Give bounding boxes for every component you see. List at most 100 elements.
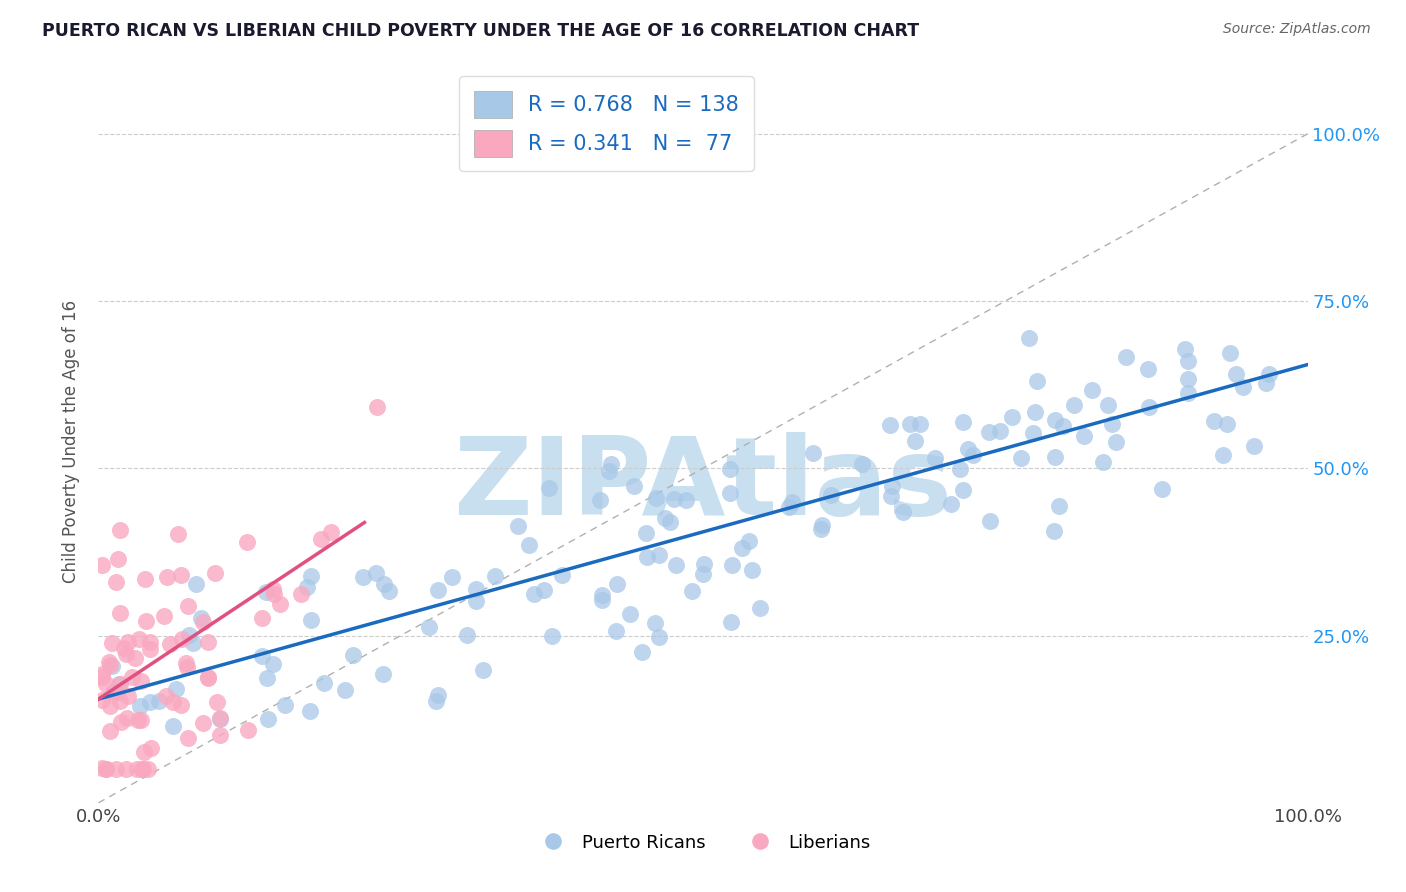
Point <box>107 552 129 566</box>
Point <box>648 548 671 562</box>
Point <box>373 577 395 591</box>
Point <box>91 558 114 573</box>
Point <box>139 695 162 709</box>
Point <box>176 660 198 674</box>
Point <box>533 582 555 597</box>
Point <box>1092 455 1115 469</box>
Point <box>94 762 117 776</box>
Point <box>190 611 212 625</box>
Point <box>1137 362 1160 376</box>
Point <box>1021 426 1043 441</box>
Point <box>191 715 214 730</box>
Point <box>262 657 284 671</box>
Point <box>606 577 628 591</box>
Point <box>112 641 135 656</box>
Point <box>630 645 652 659</box>
Point <box>165 681 187 696</box>
Point <box>979 514 1001 528</box>
Point <box>128 632 150 646</box>
Point <box>924 450 946 465</box>
Point <box>197 670 219 684</box>
Point <box>456 628 478 642</box>
Point <box>98 656 121 670</box>
Point <box>801 446 824 460</box>
Point <box>645 491 668 505</box>
Point <box>364 566 387 581</box>
Point <box>1043 524 1066 538</box>
Point <box>176 656 198 670</box>
Point <box>1101 417 1123 431</box>
Point <box>949 462 972 476</box>
Point <box>177 628 200 642</box>
Point <box>236 534 259 549</box>
Point <box>131 762 153 776</box>
Point <box>484 568 506 582</box>
Point <box>540 629 562 643</box>
Point <box>977 425 1000 439</box>
Point <box>162 695 184 709</box>
Point <box>366 400 388 414</box>
Point <box>208 712 231 726</box>
Point <box>121 670 143 684</box>
Point <box>136 762 159 776</box>
Point <box>425 694 447 708</box>
Point <box>108 523 131 537</box>
Point <box>551 567 574 582</box>
Point <box>623 479 645 493</box>
Point <box>1010 450 1032 465</box>
Point <box>720 615 742 629</box>
Point <box>988 424 1011 438</box>
Point <box>263 587 285 601</box>
Point <box>939 497 962 511</box>
Point <box>299 613 322 627</box>
Point <box>117 634 139 648</box>
Point <box>659 515 682 529</box>
Point <box>879 418 901 433</box>
Point <box>191 615 214 629</box>
Point <box>851 457 873 471</box>
Point <box>952 483 974 497</box>
Point <box>681 584 703 599</box>
Point <box>197 671 219 685</box>
Point <box>721 558 744 572</box>
Point <box>741 564 763 578</box>
Point <box>269 598 291 612</box>
Point <box>1047 499 1070 513</box>
Point <box>636 549 658 564</box>
Point <box>1024 405 1046 419</box>
Point <box>129 713 152 727</box>
Point <box>1097 398 1119 412</box>
Point <box>880 479 903 493</box>
Legend: Puerto Ricans, Liberians: Puerto Ricans, Liberians <box>527 826 879 859</box>
Point <box>1174 343 1197 357</box>
Point <box>962 448 984 462</box>
Point <box>110 606 132 620</box>
Text: Source: ZipAtlas.com: Source: ZipAtlas.com <box>1223 22 1371 37</box>
Point <box>1001 409 1024 424</box>
Point <box>664 492 686 507</box>
Point <box>98 723 121 738</box>
Point <box>1026 374 1049 388</box>
Point <box>139 641 162 656</box>
Point <box>207 695 229 709</box>
Point <box>105 574 128 589</box>
Point <box>181 636 204 650</box>
Point <box>238 723 260 737</box>
Point <box>810 522 832 536</box>
Point <box>1254 376 1277 390</box>
Point <box>184 577 207 591</box>
Point <box>440 570 463 584</box>
Point <box>159 637 181 651</box>
Point <box>96 762 118 776</box>
Point <box>1063 399 1085 413</box>
Point <box>1258 367 1281 381</box>
Point <box>115 762 138 776</box>
Point <box>1215 417 1237 432</box>
Point <box>254 584 277 599</box>
Point <box>124 651 146 665</box>
Y-axis label: Child Poverty Under the Age of 16: Child Poverty Under the Age of 16 <box>62 300 80 583</box>
Point <box>91 670 114 684</box>
Point <box>378 583 401 598</box>
Point <box>898 417 921 431</box>
Point <box>148 693 170 707</box>
